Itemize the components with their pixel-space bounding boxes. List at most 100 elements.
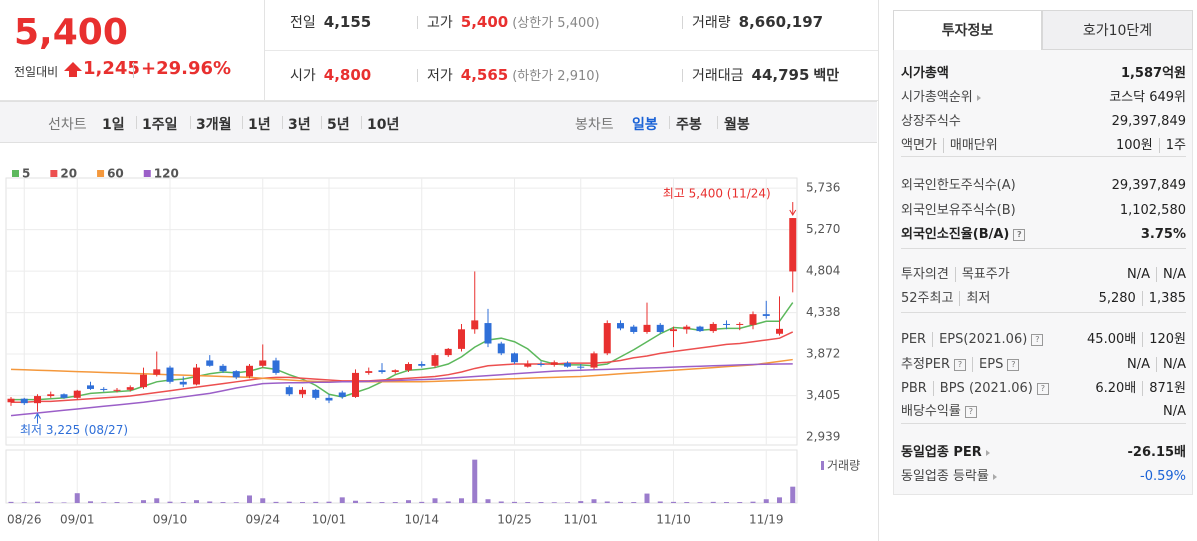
- info-panel: 투자정보 호가10단계 시가총액 1,587억원 시가총액순위 코스닥 649위 상장주식수…: [893, 10, 1193, 495]
- y-tick-label: 3,872: [806, 347, 840, 361]
- candle-body: [789, 218, 797, 272]
- value-part: 5,280: [1098, 291, 1136, 306]
- candle-body: [458, 329, 465, 349]
- value-part: N/A: [1127, 267, 1150, 282]
- tab[interactable]: 투자정보: [893, 10, 1042, 50]
- candle-body: [20, 398, 28, 404]
- stat: 시가 4,800: [290, 65, 371, 85]
- info-label: 외국인소진율(B/A)?: [901, 225, 1026, 245]
- candle-body: [272, 360, 280, 373]
- period-button[interactable]: 1년: [248, 117, 271, 133]
- candle-body: [73, 390, 81, 398]
- candle-body: [312, 389, 320, 398]
- info-label: 52주최고 최저: [901, 289, 991, 309]
- volume-bar: [512, 501, 517, 503]
- y-tick-label: 2,939: [806, 430, 840, 444]
- info-row: PER EPS(2021.06)? 45.00배 120원: [901, 330, 1186, 350]
- separator: [901, 248, 1186, 249]
- info-value: 100원 1주: [1116, 136, 1186, 156]
- candle-body: [564, 363, 571, 367]
- label-part: 액면가: [901, 138, 937, 153]
- toolbar-label: 선차트: [48, 117, 87, 133]
- label-part: PBR: [901, 381, 927, 396]
- legend-swatch: [97, 170, 105, 177]
- volume-bar: [538, 502, 544, 503]
- low-annotation: 최저 3,225 (08/27): [20, 423, 128, 437]
- period-button[interactable]: 3개월: [196, 117, 232, 133]
- volume-bar: [220, 502, 226, 503]
- help-icon[interactable]: ?: [954, 358, 967, 371]
- period-button[interactable]: 10년: [367, 117, 400, 133]
- info-label: PER EPS(2021.06)?: [901, 330, 1044, 350]
- separator: [717, 116, 718, 129]
- separator: [282, 116, 283, 129]
- help-icon[interactable]: ?: [1036, 382, 1049, 395]
- stat: 전일 4,155: [290, 12, 371, 32]
- info-label: 동일업종 등락률: [901, 467, 997, 487]
- plot-frame: [5, 177, 798, 446]
- value-part: 1,102,580: [1119, 203, 1186, 218]
- candle-body: [325, 397, 333, 401]
- help-icon[interactable]: ?: [1031, 333, 1044, 346]
- volume-bar: [406, 500, 411, 503]
- legend-label: 5: [22, 167, 30, 181]
- volume-bar: [35, 501, 40, 503]
- value-part: 29,397,849: [1111, 178, 1186, 193]
- label-part: 배당수익률?: [901, 404, 977, 419]
- candle-period-button[interactable]: 일봉: [632, 117, 658, 133]
- separator: [669, 116, 670, 129]
- info-value: -26.15배: [1128, 443, 1186, 463]
- candle-body: [723, 323, 730, 325]
- volume-bar: [591, 499, 597, 503]
- separator: [901, 423, 1186, 424]
- info-label: 외국인보유주식수(B): [901, 201, 1016, 221]
- volume-bar: [472, 459, 478, 503]
- candle-body: [140, 374, 147, 388]
- divider: [0, 100, 878, 101]
- volume-frame: [5, 449, 798, 504]
- period-button[interactable]: 3년: [288, 117, 311, 133]
- volume-bar: [326, 501, 332, 503]
- stat: 고가 5,400 (상한가 5,400): [427, 12, 600, 32]
- period-button[interactable]: 5년: [327, 117, 350, 133]
- help-icon[interactable]: ?: [1013, 228, 1026, 241]
- help-icon[interactable]: ?: [1007, 358, 1020, 371]
- separator: [901, 156, 1186, 157]
- moving-average-line: [11, 331, 794, 404]
- candle-body: [431, 355, 439, 366]
- candle-body: [378, 370, 386, 373]
- volume-bar: [339, 497, 345, 503]
- label-part: 시가총액순위: [901, 90, 981, 105]
- label-part: BPS (2021.06)?: [932, 381, 1049, 396]
- candle-body: [405, 364, 412, 371]
- y-tick-label: 4,338: [806, 305, 840, 319]
- label-part: EPS(2021.06)?: [932, 332, 1044, 347]
- period-button[interactable]: 1주일: [142, 117, 178, 133]
- value-part: -0.59%: [1140, 469, 1186, 484]
- candle-period-button[interactable]: 주봉: [676, 117, 702, 133]
- volume-bar: [180, 502, 186, 503]
- tab[interactable]: 호가10단계: [1042, 10, 1193, 50]
- candle-body: [577, 366, 585, 368]
- stat-label: 저가: [427, 68, 453, 84]
- info-label: 시가총액순위: [901, 88, 981, 108]
- candle-period-button[interactable]: 월봉: [724, 117, 750, 133]
- change-label: 전일대비: [14, 65, 59, 79]
- volume-bar: [750, 501, 756, 503]
- volume-bar: [74, 493, 80, 503]
- volume-bar: [777, 497, 782, 503]
- info-row: 배당수익률? N/A: [901, 402, 1186, 422]
- stat: 거래량 8,660,197: [692, 12, 823, 32]
- info-row: 동일업종 등락률 -0.59%: [901, 467, 1186, 487]
- candle-body: [511, 353, 518, 363]
- legend-label: 120: [154, 167, 179, 181]
- candle-body: [193, 367, 200, 385]
- volume-bar: [419, 501, 425, 503]
- period-button[interactable]: 1일: [102, 117, 125, 133]
- help-icon[interactable]: ?: [964, 405, 977, 418]
- volume-bar: [154, 498, 160, 503]
- info-value: -0.59%: [1140, 467, 1186, 487]
- info-row: 투자의견 목표주가 N/A N/A: [901, 265, 1186, 285]
- info-row: 액면가 매매단위 100원 1주: [901, 136, 1186, 156]
- volume-bar: [657, 501, 663, 503]
